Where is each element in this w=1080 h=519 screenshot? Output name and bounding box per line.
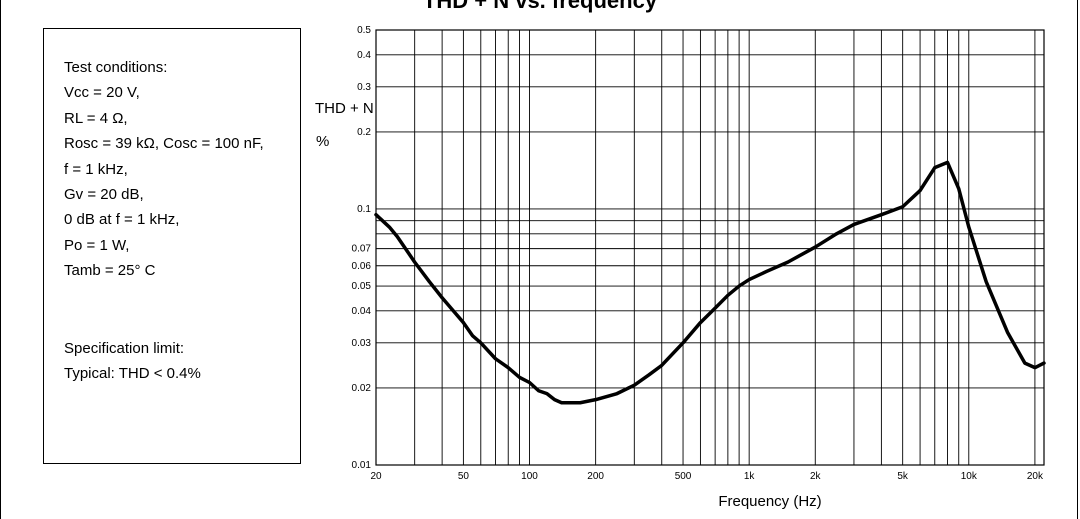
x-tick-label: 500 [675,471,692,482]
condition-line: Test conditions: [64,59,168,76]
y-tick-label: 0.04 [352,306,372,317]
y-tick-label: 0.02 [352,383,372,394]
x-tick-label: 100 [521,471,538,482]
spec-limit-line: Typical: THD < 0.4% [64,364,201,382]
thd-series-line [374,160,1046,405]
y-tick-label: 0.05 [352,281,372,292]
y-axis-label: THD + N [315,100,374,117]
y-tick-label: 0.1 [357,204,371,215]
y-tick-label: 0.06 [352,261,372,272]
y-tick-label: 0.4 [357,50,371,61]
y-tick-label: 0.3 [357,82,371,93]
chart-title: THD + N vs. frequency [422,0,658,13]
condition-line: f = 1 kHz, [64,160,128,178]
test-conditions-box: Test conditions: Vcc = 20 V, RL = 4 Ω, R… [43,28,301,464]
condition-line: Vcc = 20 V, [64,84,140,102]
condition-line: Po = 1 W, [64,236,130,254]
y-tick-label: 0.01 [352,460,372,471]
condition-line: Gv = 20 dB, [64,185,144,203]
y-tick-label: 0.07 [352,244,372,255]
x-tick-label: 5k [897,471,909,482]
plot-border [375,29,1045,466]
x-tick-label: 20k [1027,471,1044,482]
y-tick-label: 0.5 [357,25,371,36]
x-axis-label: Frequency (Hz) [718,493,821,510]
condition-line: Rosc = 39 kΩ, Cosc = 100 nF, [64,135,264,153]
y-tick-label: 0.2 [357,127,371,138]
spec-limit-line: Specification limit: [64,339,185,357]
x-tick-label: 1k [744,471,756,482]
x-tick-label: 50 [458,471,470,482]
x-tick-label: 2k [810,471,822,482]
x-tick-label: 200 [587,471,604,482]
y-axis-unit: % [316,133,330,150]
condition-line: Tamb = 25° C [64,262,156,280]
condition-line: 0 dB at f = 1 kHz, [64,211,180,229]
x-tick-label: 10k [961,471,978,482]
y-tick-label: 0.03 [352,338,372,349]
condition-line: RL = 4 Ω, [64,109,128,127]
x-tick-label: 20 [370,471,382,482]
